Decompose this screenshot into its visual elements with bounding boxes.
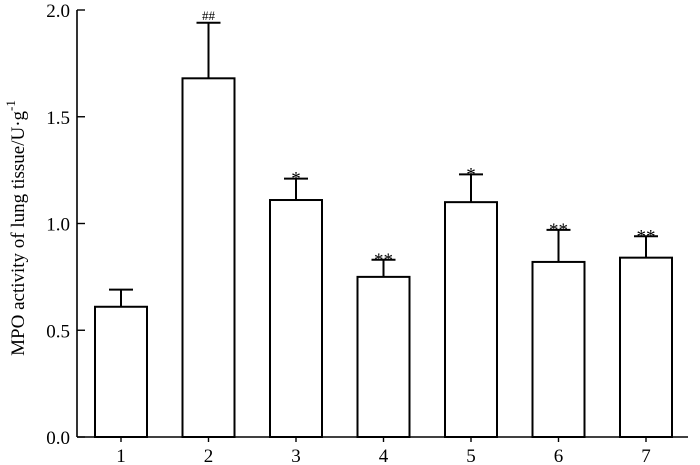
y-axis-label-superscript: -1 (3, 100, 18, 111)
annotations: ##****** ** (202, 8, 656, 271)
bar-3 (269, 199, 323, 438)
x-tick-label: 7 (641, 446, 651, 465)
error-bars (109, 21, 658, 307)
bar-4 (356, 275, 411, 438)
x-tick-label: 5 (466, 446, 476, 465)
annotation-2: ## (202, 8, 216, 23)
bar-6 (531, 260, 586, 438)
y-axis-label-main: MPO activity of lung tissue/U·g (8, 110, 29, 355)
annotation-6: ** (549, 220, 568, 241)
annotation-3: * (291, 169, 301, 190)
y-tick-label: 2.0 (46, 1, 70, 22)
y-tick-label: 1.0 (46, 215, 70, 236)
x-ticks: 1 2 3 4 5 6 7 (116, 437, 651, 465)
bar-7 (619, 256, 673, 438)
bar-5 (444, 201, 498, 438)
x-tick-label: 4 (379, 446, 389, 465)
y-tick-label: 0.0 (46, 428, 70, 449)
bar-2 (181, 77, 236, 438)
y-axis-title: MPO activity of lung tissue/U·g-1 (3, 100, 29, 356)
x-tick-label: 2 (204, 446, 214, 465)
x-tick-label: 6 (554, 446, 564, 465)
annotation-7: ** (637, 226, 656, 247)
x-tick-label: 1 (116, 446, 126, 465)
annotation-4: ** (374, 250, 393, 271)
y-tick-label: 0.5 (46, 321, 70, 342)
y-ticks: 0.0 0.5 1.0 1.5 2.0 (46, 1, 85, 449)
bars (94, 77, 673, 439)
y-axis-label: MPO activity of lung tissue/U·g-1 (3, 100, 29, 356)
annotation-5: * (466, 164, 476, 185)
y-tick-label: 1.5 (46, 108, 70, 129)
x-tick-label: 3 (291, 446, 301, 465)
bar-1 (94, 305, 148, 439)
